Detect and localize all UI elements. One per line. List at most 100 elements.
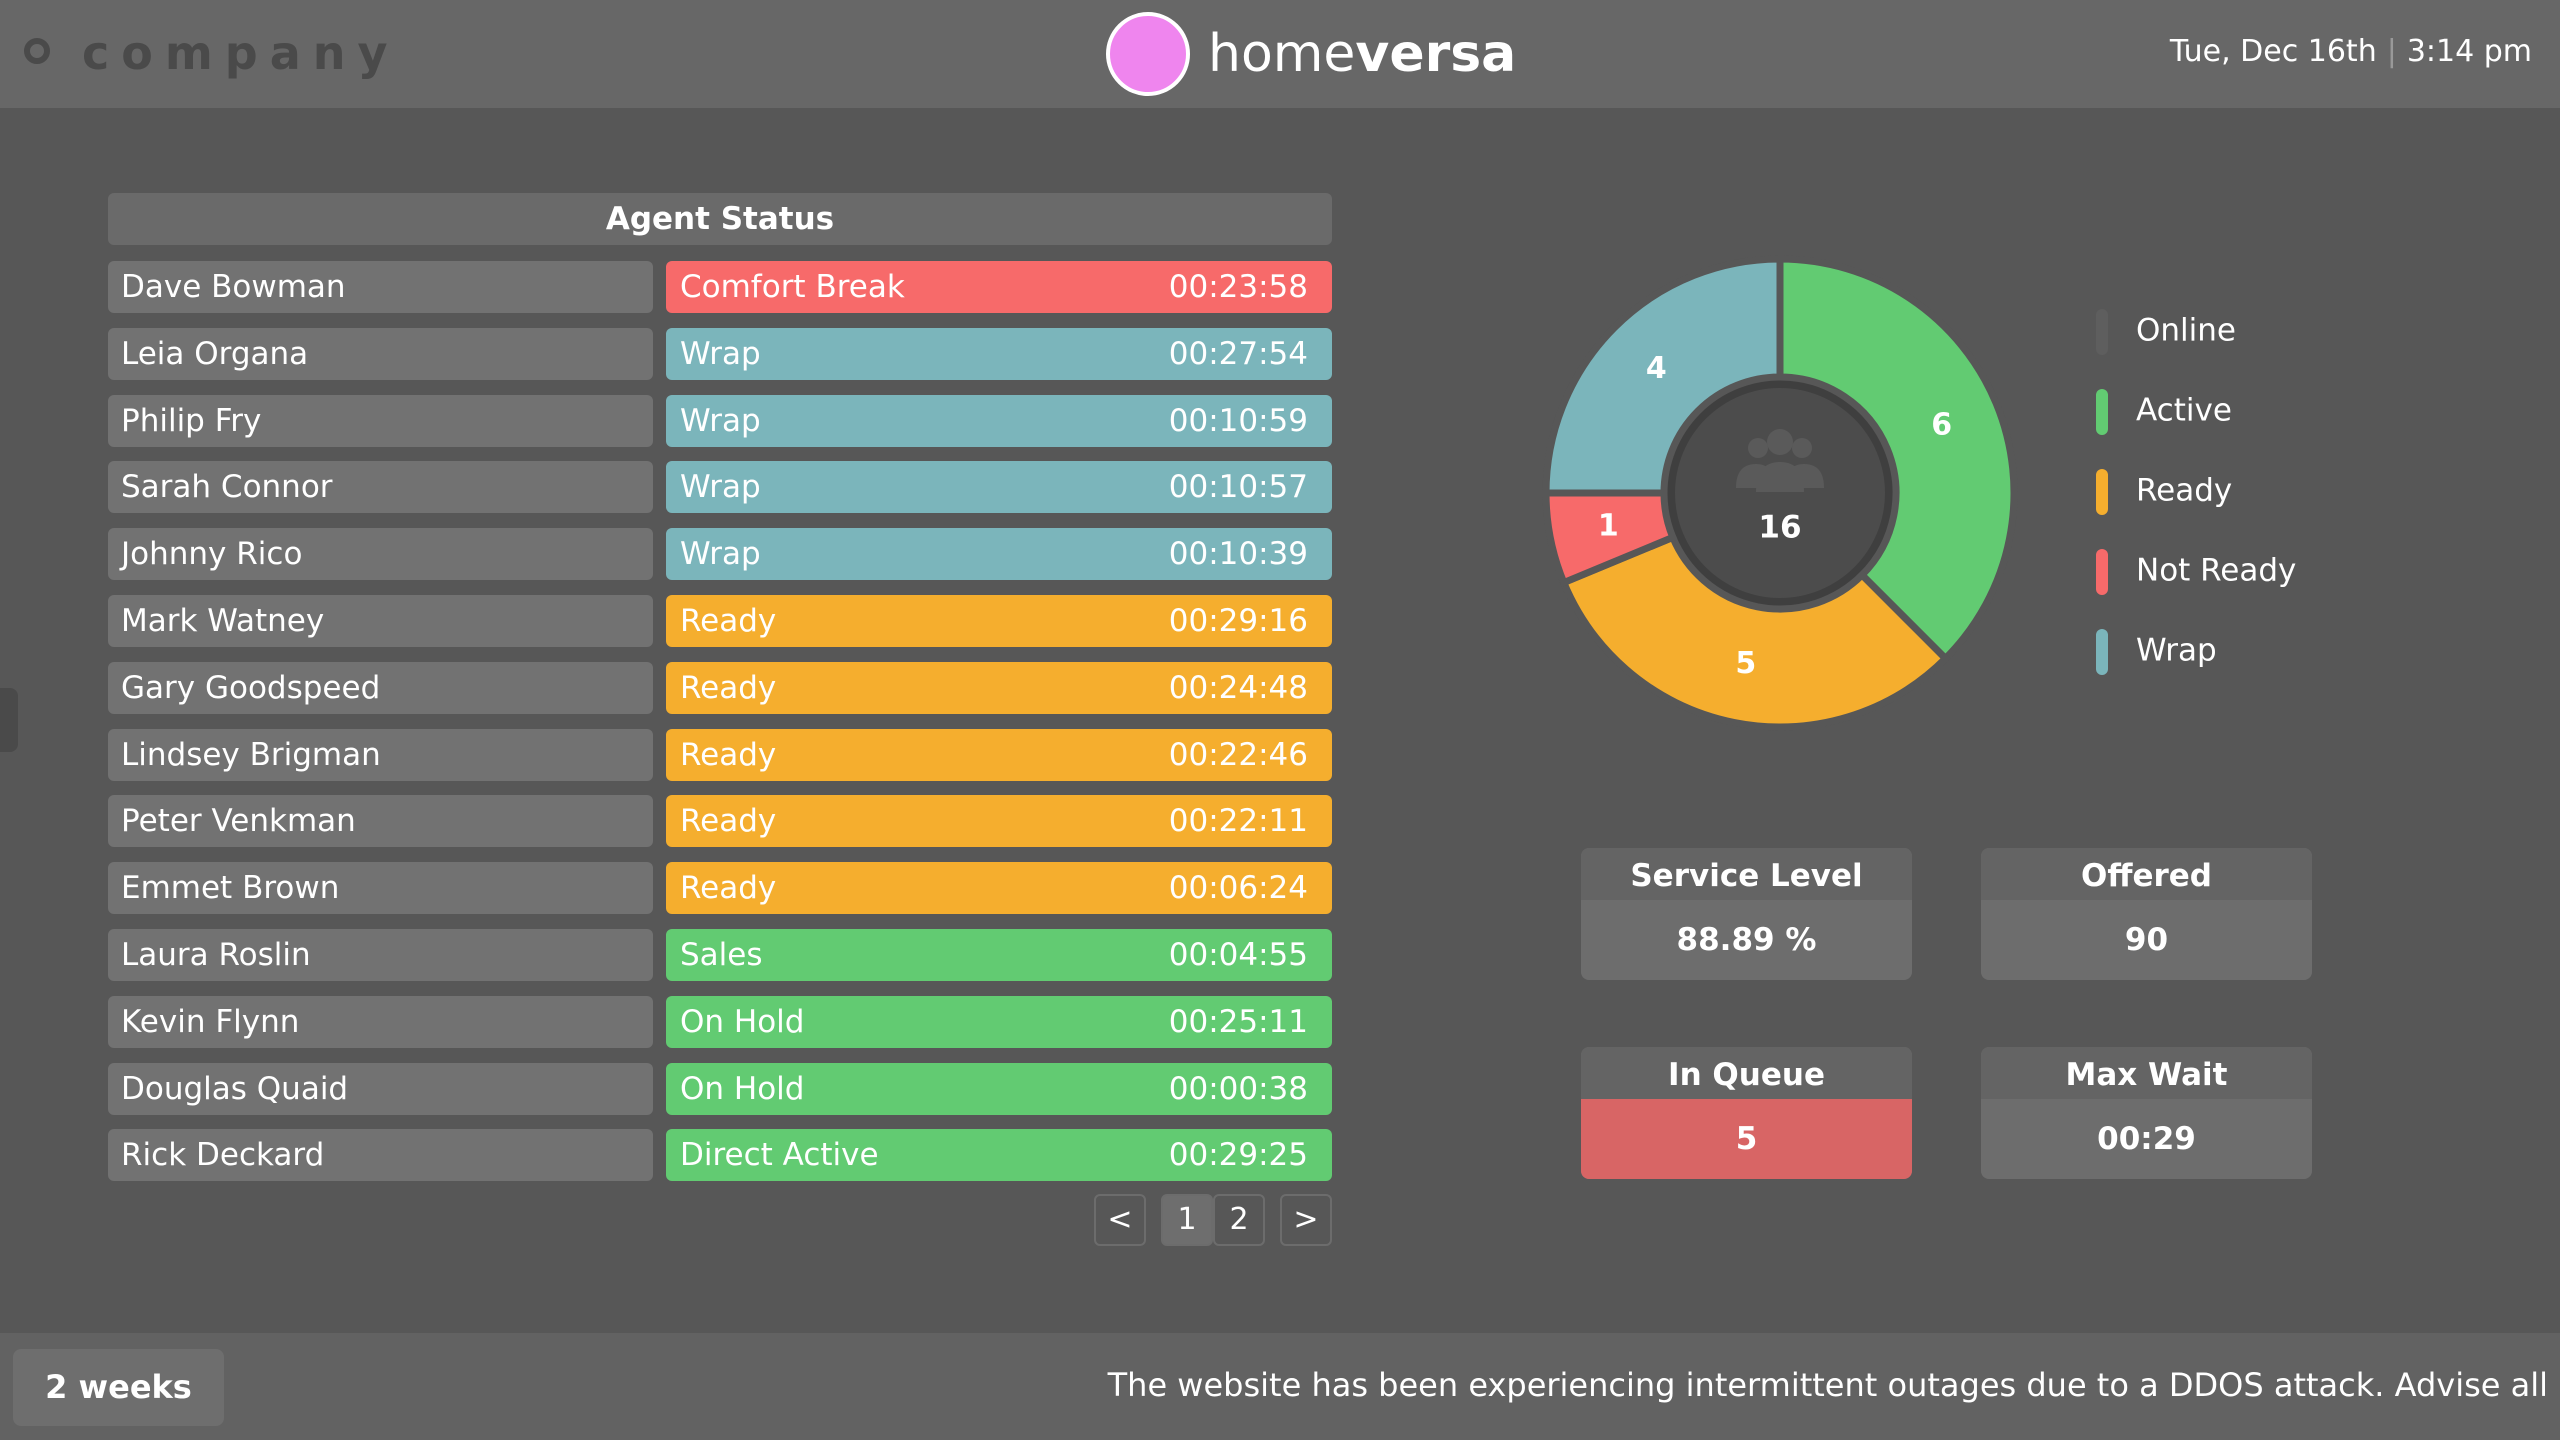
- stat-value: 5: [1581, 1099, 1912, 1179]
- status-label: Wrap: [680, 536, 761, 573]
- stat-card: Max Wait 00:29: [1981, 1047, 2312, 1179]
- agent-status: Wrap 00:27:54: [666, 327, 1332, 380]
- footer-bar: [0, 1333, 2560, 1440]
- updated: 2 weeks ago: [13, 1349, 224, 1426]
- page-button[interactable]: 1: [1161, 1194, 1213, 1246]
- status-time: 00:04:55: [1168, 937, 1308, 973]
- logo-text: homeversa: [1208, 24, 1516, 84]
- status-time: 00:24:48: [1168, 669, 1308, 706]
- status-time: 00:29:16: [1168, 603, 1308, 639]
- agent-status: Ready 00:24:48: [666, 661, 1332, 714]
- agent-status: Ready 00:06:24: [666, 862, 1332, 915]
- agent-name: Douglas Quaid: [108, 1062, 653, 1115]
- header-bar: [0, 0, 2560, 108]
- status-label: On Hold: [680, 1003, 805, 1040]
- legend-swatch: [2096, 389, 2108, 435]
- status-label: Ready: [680, 803, 777, 840]
- stat-title: Max Wait: [1981, 1047, 2312, 1099]
- prev-button[interactable]: <: [1094, 1194, 1146, 1246]
- legend-label: Not Ready: [2136, 553, 2296, 589]
- slice-label: 1: [1598, 509, 1619, 544]
- status-label: Ready: [680, 870, 777, 907]
- agent-name: Gary Goodspeed: [108, 661, 653, 714]
- slice: [1559, 532, 1951, 731]
- datetime: Tue, Dec 16th | 3:14 pm: [2170, 34, 2532, 69]
- status-time: 00:06:24: [1168, 870, 1308, 907]
- agent-status: On Hold 00:00:38: [666, 1062, 1332, 1115]
- status-time: 00:10:59: [1168, 402, 1308, 439]
- agent-status: Direct Active 00:29:25: [666, 1129, 1332, 1182]
- status-time: 00:00:38: [1168, 1070, 1308, 1107]
- stat-card: In Queue 5: [1581, 1047, 1912, 1179]
- agent-name: Johnny Rico: [108, 528, 653, 581]
- status-label: Ready: [680, 603, 777, 639]
- stat-value: 90: [2124, 922, 2169, 958]
- agent-name: Mark Watney: [108, 595, 653, 647]
- stat-title: Service Level: [1581, 848, 1912, 900]
- slice: [1542, 255, 1784, 497]
- legend-label: Wrap: [2136, 633, 2217, 669]
- logo-bold: versa: [1355, 24, 1517, 84]
- stat-value: 00:29: [2097, 1121, 2196, 1157]
- agent-status: Wrap 00:10:39: [666, 528, 1332, 581]
- status-label: Wrap: [680, 402, 761, 439]
- side-tab[interactable]: [0, 688, 18, 752]
- agent-status: Ready 00:22:11: [666, 795, 1332, 848]
- stat-card: Service Level 88.89 %: [1581, 848, 1912, 980]
- logo: [1106, 12, 1190, 96]
- stat-title: Offered: [1981, 848, 2312, 900]
- agent-name: Leia Organa: [108, 327, 653, 380]
- status-label: Wrap: [680, 469, 761, 506]
- agents-icon: [1736, 429, 1824, 492]
- next-button[interactable]: >: [1280, 1194, 1332, 1246]
- status-label: On Hold: [680, 1070, 805, 1107]
- status-time: 00:10:57: [1168, 469, 1308, 506]
- ticker: The website has been experiencing interm…: [1107, 1366, 2548, 1404]
- agent-name: Philip Fry: [108, 394, 653, 447]
- status-label: Direct Active: [680, 1137, 879, 1174]
- agent-name: Dave Bowman: [108, 261, 653, 313]
- legend-swatch: [2096, 629, 2108, 675]
- separator: |: [2386, 34, 2397, 69]
- agent-name: Peter Venkman: [108, 795, 653, 848]
- status-time: 00:23:58: [1168, 269, 1308, 305]
- slice: [1776, 255, 2018, 664]
- agent-status: Ready 00:29:16: [666, 595, 1332, 647]
- stat-value: 88.89 %: [1676, 922, 1817, 958]
- legend-swatch: [2096, 309, 2108, 355]
- agent-name: Lindsey Brigman: [108, 728, 653, 781]
- status-time: 00:10:39: [1168, 536, 1308, 573]
- status-label: Ready: [680, 669, 777, 706]
- agent-status: Wrap 00:10:59: [666, 394, 1332, 447]
- agent-name: Laura Roslin: [108, 929, 653, 981]
- page-button[interactable]: 2: [1213, 1194, 1265, 1246]
- agent-status: Sales 00:04:55: [666, 929, 1332, 981]
- center-disk: [1675, 388, 1885, 598]
- status-label: Wrap: [680, 335, 761, 372]
- brand: company: [82, 26, 400, 80]
- agent-name: Sarah Connor: [108, 461, 653, 514]
- slice-label: 4: [1646, 351, 1667, 386]
- legend-swatch: [2096, 549, 2108, 595]
- status-time: 00:27:54: [1168, 335, 1308, 372]
- status-label: Comfort Break: [680, 269, 905, 305]
- panel-title: Agent Status: [108, 193, 1332, 245]
- status-time: 00:22:46: [1168, 736, 1308, 773]
- stat-card: Offered 90: [1981, 848, 2312, 980]
- slice-label: 5: [1735, 646, 1756, 681]
- agent-status: Comfort Break 00:23:58: [666, 261, 1332, 313]
- time: 3:14 pm: [2406, 34, 2532, 69]
- agent-name: Rick Deckard: [108, 1129, 653, 1182]
- status-label: Sales: [680, 937, 763, 973]
- status-time: 00:22:11: [1168, 803, 1308, 840]
- status-chart: 6 5 1 4 16 Online Active Ready Not Ready Wrap: [1542, 255, 2296, 731]
- brand-logo: [24, 38, 50, 64]
- logo-light: home: [1208, 24, 1356, 84]
- slice-label: 6: [1931, 408, 1952, 443]
- status-time: 00:25:11: [1168, 1003, 1308, 1040]
- center-total: 16: [1758, 510, 1801, 546]
- legend-swatch: [2096, 469, 2108, 515]
- legend-label: Active: [2136, 393, 2232, 429]
- stat-title: In Queue: [1581, 1047, 1912, 1099]
